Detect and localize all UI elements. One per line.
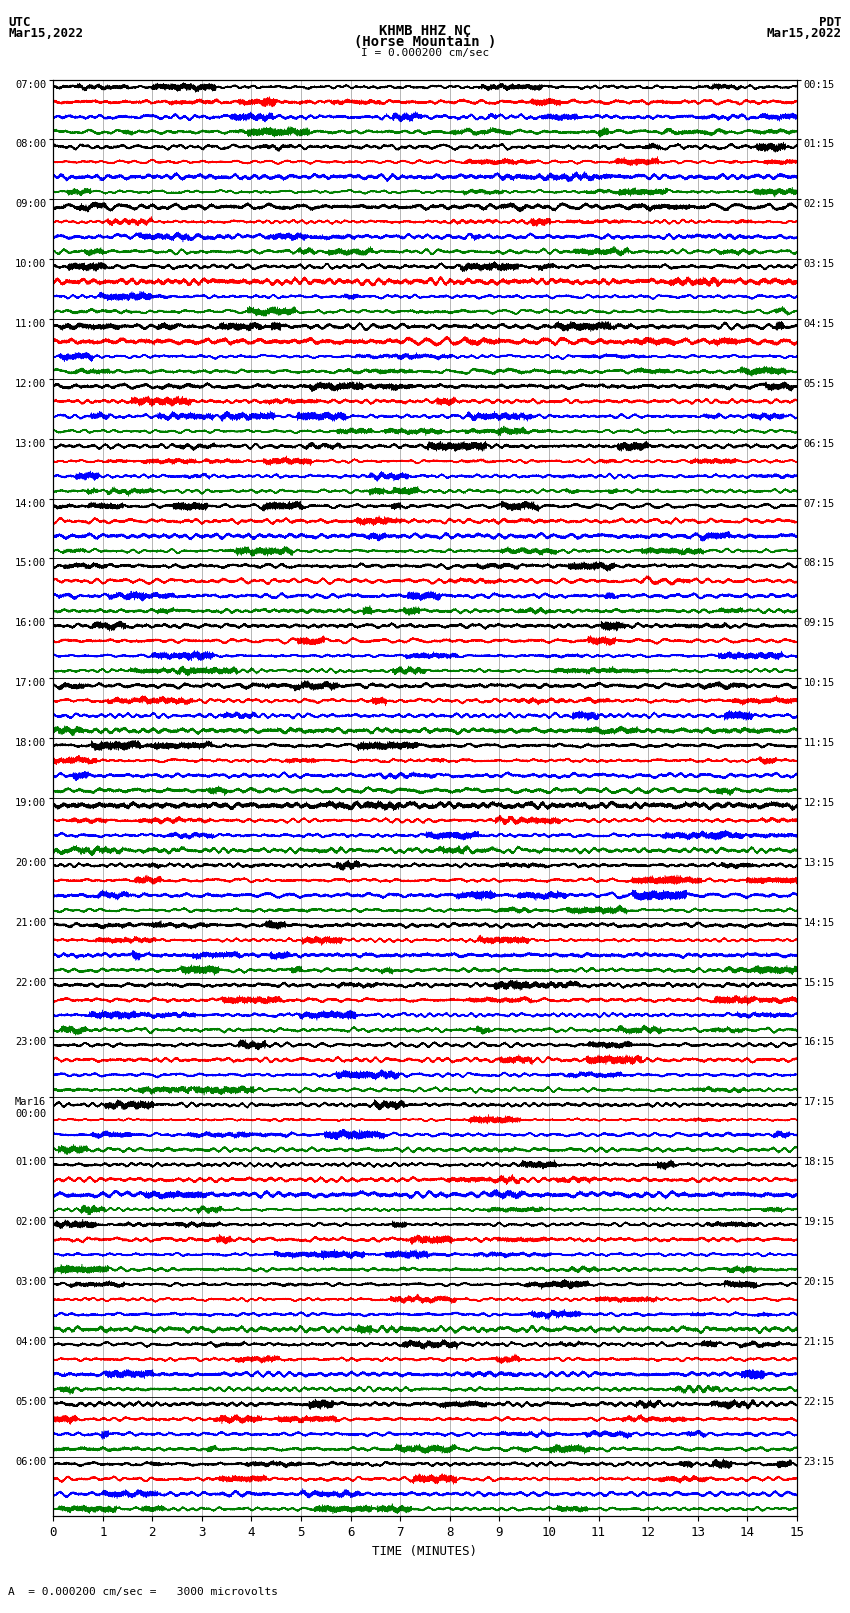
Text: PDT: PDT (819, 16, 842, 29)
Text: KHMB HHZ NC: KHMB HHZ NC (379, 24, 471, 39)
Text: Mar15,2022: Mar15,2022 (767, 27, 842, 40)
Text: Mar15,2022: Mar15,2022 (8, 27, 83, 40)
Text: UTC: UTC (8, 16, 31, 29)
Text: A  = 0.000200 cm/sec =   3000 microvolts: A = 0.000200 cm/sec = 3000 microvolts (8, 1587, 279, 1597)
Text: (Horse Mountain ): (Horse Mountain ) (354, 35, 496, 50)
X-axis label: TIME (MINUTES): TIME (MINUTES) (372, 1545, 478, 1558)
Text: I = 0.000200 cm/sec: I = 0.000200 cm/sec (361, 48, 489, 58)
